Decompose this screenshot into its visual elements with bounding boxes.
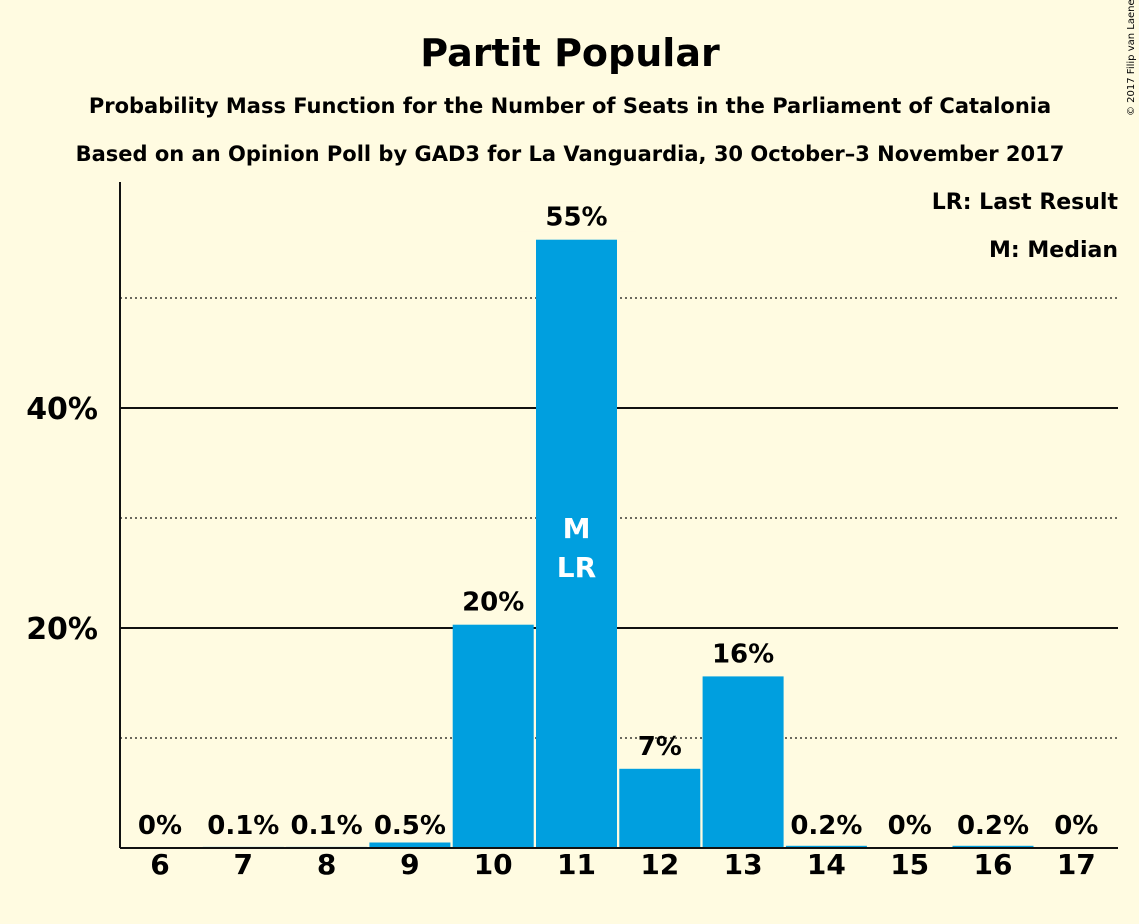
legend-last-result: LR: Last Result bbox=[932, 190, 1119, 215]
x-tick-label: 11 bbox=[557, 848, 596, 881]
bar-13 bbox=[702, 676, 784, 848]
x-tick-label: 15 bbox=[890, 848, 929, 881]
bar-12 bbox=[619, 768, 701, 848]
x-tick-label: 17 bbox=[1057, 848, 1096, 881]
bar-9 bbox=[369, 842, 451, 848]
x-tick-label: 6 bbox=[150, 848, 169, 881]
data-label-11: 55% bbox=[545, 203, 607, 233]
data-label-17: 0% bbox=[1054, 811, 1098, 841]
data-label-16: 0.2% bbox=[957, 811, 1029, 841]
data-label-12: 7% bbox=[638, 732, 682, 762]
x-tick-label: 8 bbox=[317, 848, 336, 881]
data-label-13: 16% bbox=[712, 639, 774, 669]
x-tick-label: 10 bbox=[474, 848, 513, 881]
y-tick-label: 40% bbox=[26, 392, 98, 427]
bar-16 bbox=[952, 845, 1034, 848]
data-label-7: 0.1% bbox=[207, 811, 279, 841]
bar-10 bbox=[452, 624, 534, 848]
bars bbox=[202, 239, 1034, 848]
chart-subtitle-2: Based on an Opinion Poll by GAD3 for La … bbox=[76, 142, 1065, 166]
x-tick-label: 14 bbox=[807, 848, 846, 881]
data-label-background bbox=[516, 195, 637, 232]
data-label-6: 0% bbox=[138, 811, 182, 841]
legend-median: M: Median bbox=[989, 238, 1118, 263]
x-tick-label: 7 bbox=[234, 848, 253, 881]
chart-title: Partit Popular bbox=[420, 31, 720, 75]
x-tick-label: 16 bbox=[974, 848, 1013, 881]
y-tick-label: 20% bbox=[26, 612, 98, 647]
x-tick-label: 12 bbox=[640, 848, 679, 881]
data-label-9: 0.5% bbox=[374, 811, 446, 841]
data-label-14: 0.2% bbox=[790, 811, 862, 841]
data-label-15: 0% bbox=[888, 811, 932, 841]
x-tick-label: 13 bbox=[724, 848, 763, 881]
copyright-note: © 2017 Filip van Laenen bbox=[1126, 0, 1137, 116]
bar-annotation-m: M bbox=[563, 512, 591, 545]
data-label-10: 20% bbox=[462, 588, 524, 618]
x-tick-label: 9 bbox=[400, 848, 419, 881]
chart-subtitle-1: Probability Mass Function for the Number… bbox=[89, 94, 1051, 118]
data-label-8: 0.1% bbox=[291, 811, 363, 841]
axes: 20% 40% 6 7 8 9 10 11 12 13 14 15 16 17 bbox=[26, 182, 1118, 881]
bar-11 bbox=[536, 239, 617, 848]
bar-14 bbox=[785, 845, 867, 848]
data-labels: 0% 0.1% 0.1% 0.5% 20% 55% 7% 16% 0.2% 0% 0.2% 0% M LR bbox=[138, 195, 1098, 841]
grid-lines bbox=[120, 297, 1118, 739]
bar-annotation-lr: LR bbox=[557, 551, 596, 584]
